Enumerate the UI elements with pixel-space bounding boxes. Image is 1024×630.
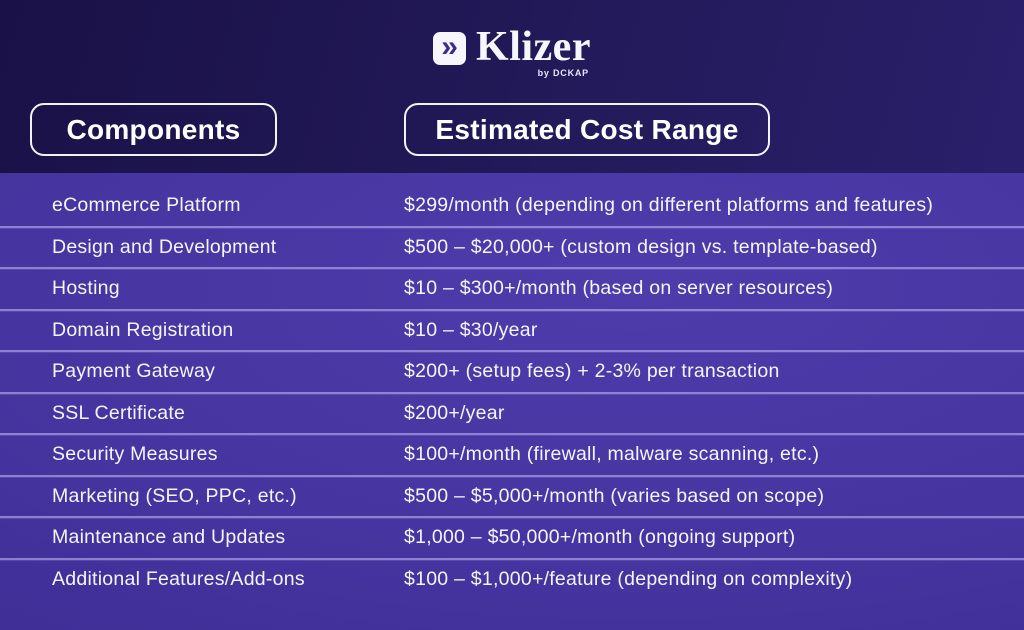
cost-cell: $200+/year (404, 401, 505, 424)
component-cell: Payment Gateway (52, 360, 216, 383)
table-row: Security Measures $100+/month (firewall, … (0, 435, 1024, 475)
cost-cell: $500 – $5,000+/month (varies based on sc… (404, 484, 825, 507)
cost-table: eCommerce Platform $299/month (depending … (0, 173, 1024, 630)
cost-cell: $200+ (setup fees) + 2-3% per transactio… (404, 360, 780, 383)
cost-cell: $10 – $300+/month (based on server resou… (404, 277, 834, 300)
table-row: SSL Certificate $200+/year (0, 394, 1024, 434)
column-header-components: Components (30, 103, 277, 156)
component-cell: eCommerce Platform (52, 194, 241, 217)
row-divider (0, 557, 1024, 560)
row-divider (0, 308, 1024, 311)
column-header-estimated-cost-range: Estimated Cost Range (404, 103, 770, 156)
logo-wordmark: Klizer (476, 24, 591, 70)
table-row: Maintenance and Updates $1,000 – $50,000+… (0, 518, 1024, 558)
cost-cell: $299/month (depending on different platf… (404, 194, 934, 217)
cost-cell: $10 – $30/year (404, 318, 538, 341)
table-row: Marketing (SEO, PPC, etc.) $500 – $5,000+… (0, 477, 1024, 517)
row-divider (0, 433, 1024, 435)
logo-byline: by DCKAP (537, 68, 589, 78)
row-divider (0, 474, 1024, 477)
cost-cell: $100 – $1,000+/feature (depending on com… (404, 567, 853, 590)
row-divider (0, 516, 1024, 518)
component-cell: Maintenance and Updates (52, 526, 286, 549)
component-cell: Marketing (SEO, PPC, etc.) (52, 484, 297, 507)
table-row: Payment Gateway $200+ (setup fees) + 2-3%… (0, 352, 1024, 392)
component-cell: SSL Certificate (52, 401, 186, 424)
cost-cell: $100+/month (firewall, malware scanning,… (404, 443, 820, 466)
component-cell: Security Measures (52, 443, 218, 466)
cost-cell: $500 – $20,000+ (custom design vs. templ… (404, 235, 878, 258)
row-divider (0, 225, 1024, 228)
double-chevron-right-icon: » (433, 32, 467, 65)
table-row: eCommerce Platform $299/month (depending … (0, 186, 1024, 226)
header-section: » Klizer by DCKAP Components Estimated C… (0, 0, 1024, 173)
row-divider (0, 267, 1024, 269)
cost-cell: $1,000 – $50,000+/month (ongoing support… (404, 526, 796, 549)
component-cell: Hosting (52, 277, 120, 300)
klizer-logo: » Klizer by DCKAP (0, 24, 1024, 78)
component-cell: Domain Registration (52, 318, 234, 341)
table-row: Hosting $10 – $300+/month (based on serve… (0, 269, 1024, 309)
table-row: Domain Registration $10 – $30/year (0, 311, 1024, 351)
table-row: Additional Features/Add-ons $100 – $1,000… (0, 560, 1024, 600)
component-cell: Design and Development (52, 235, 277, 258)
row-divider (0, 350, 1024, 352)
component-cell: Additional Features/Add-ons (52, 567, 305, 590)
table-row: Design and Development $500 – $20,000+ (c… (0, 228, 1024, 268)
row-divider (0, 391, 1024, 394)
